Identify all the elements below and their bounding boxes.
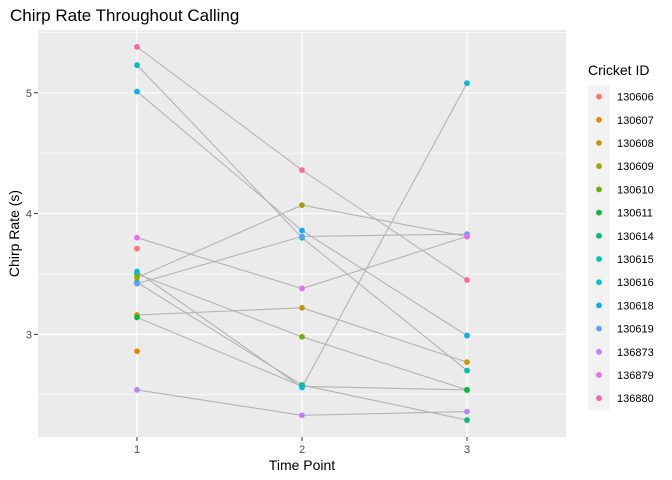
data-points — [134, 44, 470, 423]
point-136880 — [134, 44, 140, 50]
legend-label-130606: 130606 — [617, 92, 654, 104]
point-130618 — [134, 88, 140, 95]
legend-label-130619: 130619 — [617, 324, 654, 336]
point-136880 — [299, 167, 305, 173]
legend-key-130619 — [596, 325, 602, 332]
chart-title: Chirp Rate Throughout Calling — [10, 6, 239, 25]
point-136873 — [134, 386, 140, 393]
point-130615 — [464, 367, 470, 374]
legend-label-130608: 130608 — [617, 138, 654, 150]
x-tick-label: 1 — [134, 444, 140, 456]
point-130609 — [299, 202, 305, 209]
point-130615 — [134, 62, 140, 68]
legend-label-130618: 130618 — [617, 300, 654, 312]
point-130616 — [134, 268, 140, 275]
point-130611 — [464, 386, 470, 393]
y-tick-label: 4 — [26, 209, 32, 221]
x-tick-label: 2 — [299, 444, 305, 456]
legend-key-130614 — [596, 232, 602, 239]
legend-key-136880 — [596, 395, 602, 402]
legend-key-130607 — [596, 116, 602, 123]
point-130619 — [299, 233, 305, 240]
x-axis-ticks: 1 2 3 — [134, 437, 470, 456]
point-136879 — [464, 233, 470, 240]
point-130614 — [464, 417, 470, 423]
point-130618 — [464, 332, 470, 339]
point-130619 — [134, 280, 140, 287]
legend-label-136873: 136873 — [617, 347, 654, 359]
legend-label-130610: 130610 — [617, 184, 654, 196]
legend-key-136879 — [596, 372, 602, 378]
legend-label-136880: 136880 — [617, 393, 654, 405]
legend-key-130611 — [596, 209, 602, 216]
point-136873 — [464, 408, 470, 415]
point-136873 — [299, 412, 305, 419]
legend-key-130608 — [596, 140, 602, 146]
point-130607 — [134, 348, 140, 355]
y-axis-title: Chirp Rate (s) — [6, 190, 22, 277]
legend-key-130618 — [596, 302, 602, 309]
point-130618 — [299, 227, 305, 234]
legend-key-136873 — [596, 348, 602, 355]
legend-label-130611: 130611 — [617, 208, 653, 220]
legend-label-130607: 130607 — [617, 115, 654, 127]
legend-key-130616 — [596, 279, 602, 286]
legend-label-130614: 130614 — [617, 231, 654, 243]
legend-label-136879: 136879 — [617, 370, 654, 382]
point-130608 — [299, 304, 305, 311]
point-130616 — [464, 80, 470, 87]
point-136879 — [299, 285, 305, 292]
point-136880 — [464, 277, 470, 283]
x-tick-label: 3 — [464, 444, 470, 456]
legend-key-130610 — [596, 186, 602, 193]
legend-label-130615: 130615 — [617, 254, 654, 266]
point-130606 — [134, 245, 140, 252]
legend-label-130609: 130609 — [617, 161, 654, 173]
point-130611 — [134, 314, 140, 321]
legend-key-130606 — [596, 93, 602, 100]
point-130610 — [299, 333, 305, 340]
legend-key-130615 — [596, 256, 602, 262]
point-130608 — [464, 359, 470, 366]
legend-key-130609 — [596, 163, 602, 170]
x-axis-title: Time Point — [269, 457, 336, 473]
point-136879 — [134, 234, 140, 241]
point-130616 — [299, 384, 305, 391]
y-tick-label: 5 — [26, 88, 32, 100]
legend-title: Cricket ID — [588, 62, 649, 78]
legend-label-130616: 130616 — [617, 277, 654, 289]
legend: Cricket ID 130606 130607 130608 130609 13061… — [588, 62, 654, 410]
y-axis-ticks: 3 4 5 — [26, 88, 38, 341]
y-tick-label: 3 — [26, 329, 32, 341]
